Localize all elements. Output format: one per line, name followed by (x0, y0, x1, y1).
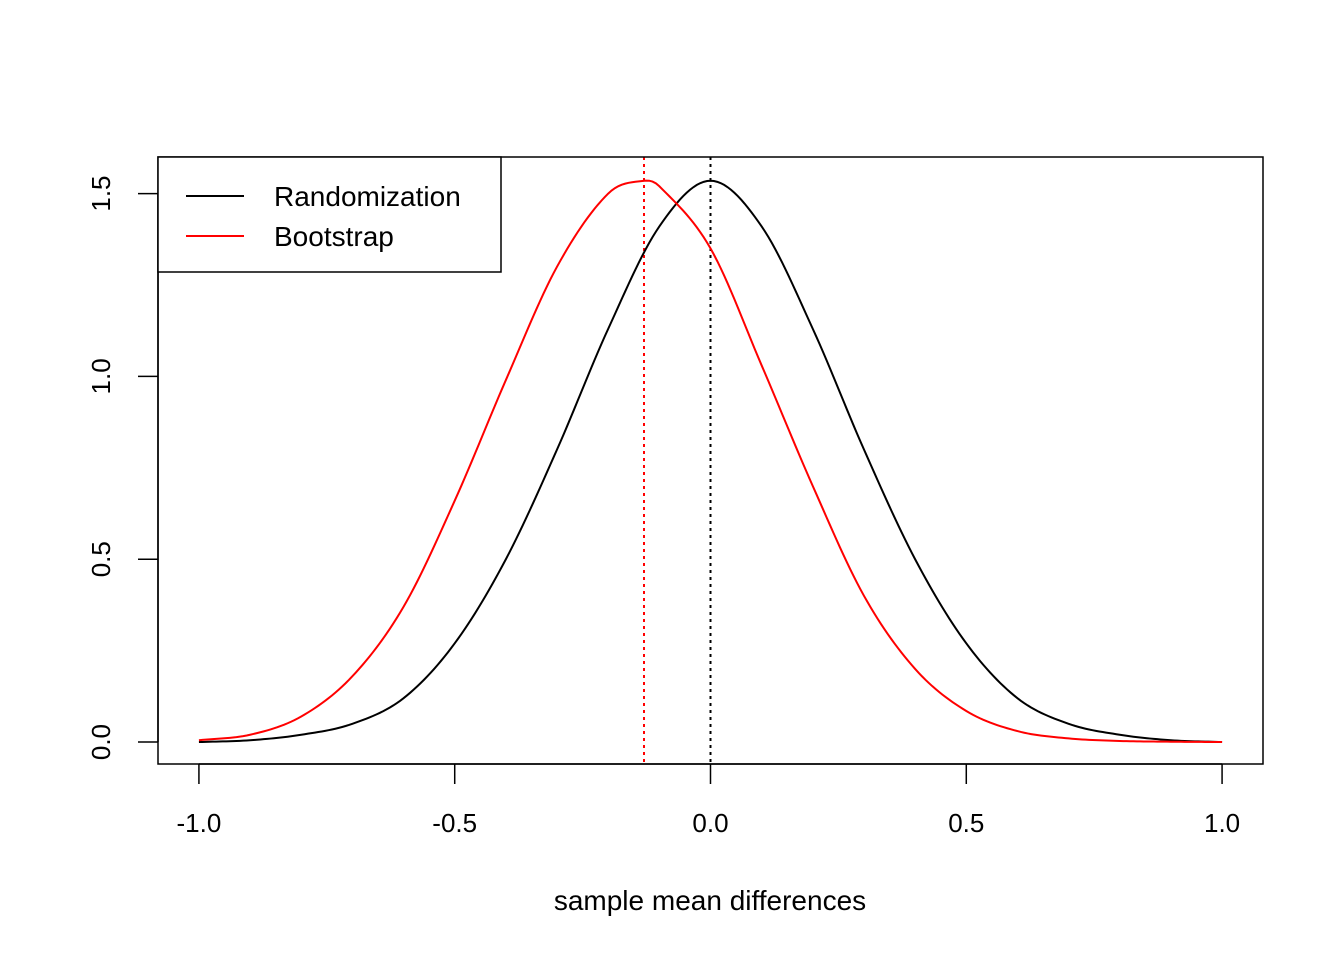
x-axis-title: sample mean differences (554, 885, 866, 916)
vertical-reference-lines (642, 157, 712, 764)
legend-label-randomization: Randomization (274, 181, 461, 212)
x-tick-label: 0.0 (692, 808, 728, 838)
y-tick-label: 0.5 (86, 541, 116, 577)
x-tick-label: 1.0 (1204, 808, 1240, 838)
y-axis: 0.0 0.5 1.0 1.5 (86, 175, 159, 760)
x-axis: -1.0 -0.5 0.0 0.5 1.0 (177, 763, 1240, 838)
series-line-randomization (198, 179, 1223, 744)
legend-box (157, 156, 502, 273)
y-tick-label: 1.0 (86, 358, 116, 394)
series-line-bootstrap (198, 179, 1223, 744)
x-tick-label: 0.5 (948, 808, 984, 838)
series-layer (198, 179, 1223, 744)
y-tick-label: 0.0 (86, 724, 116, 760)
x-tick-label: -1.0 (177, 808, 222, 838)
y-tick-label: 1.5 (86, 175, 116, 211)
legend-label-bootstrap: Bootstrap (274, 221, 394, 252)
legend: Randomization Bootstrap (157, 156, 502, 273)
x-tick-label: -0.5 (432, 808, 477, 838)
